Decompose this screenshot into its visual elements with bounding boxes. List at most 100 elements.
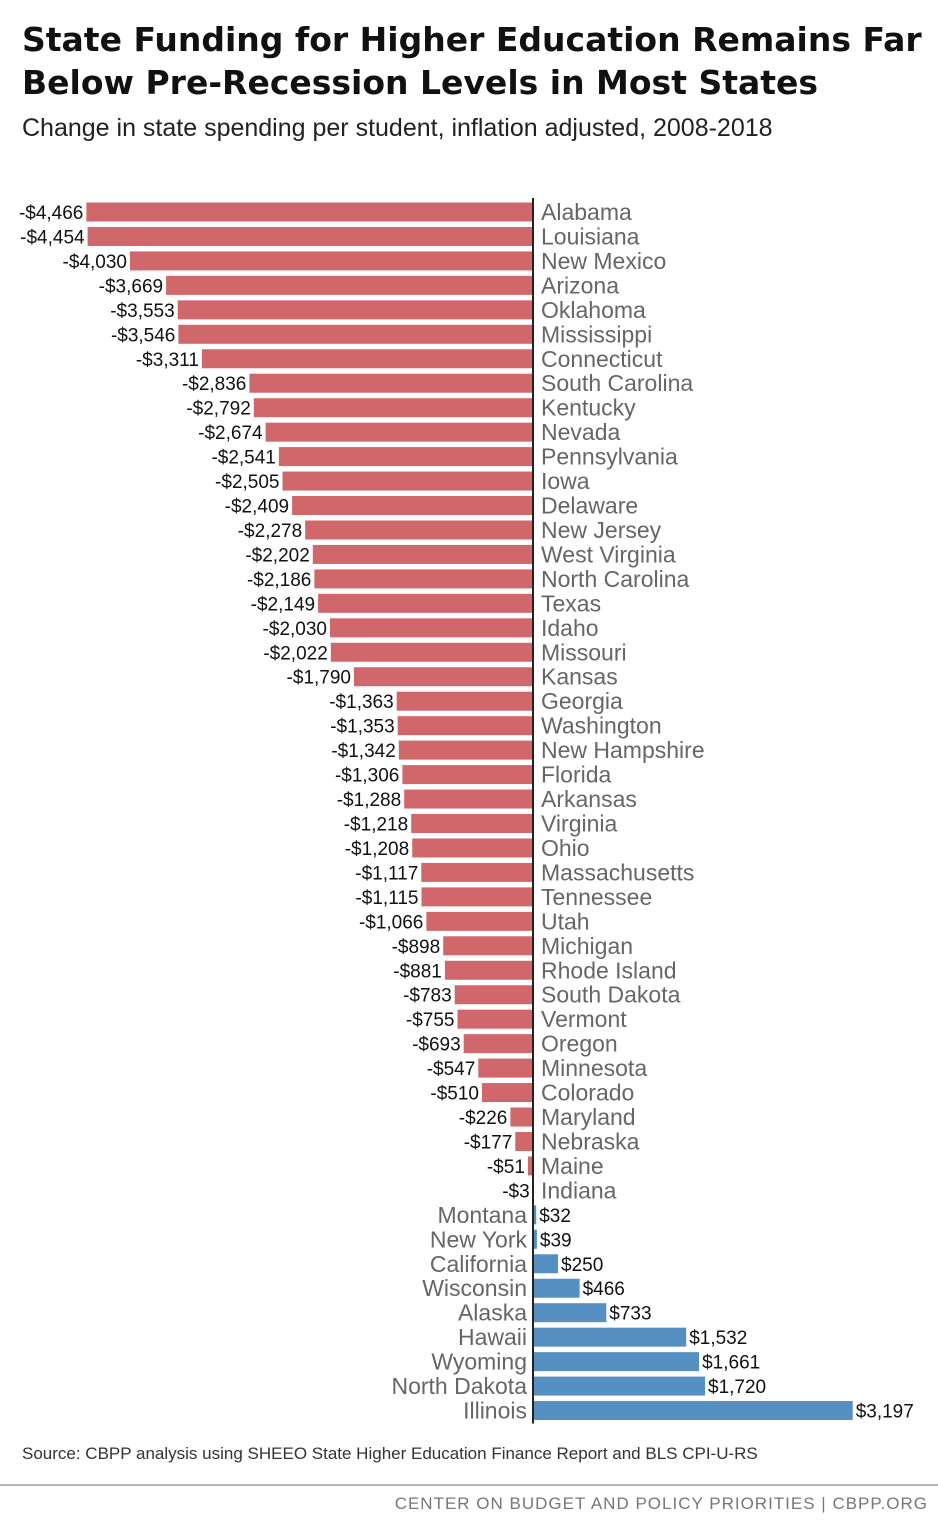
value-label: -$2,836 bbox=[182, 374, 246, 395]
bar-colorado bbox=[482, 1083, 533, 1103]
state-label: Massachusetts bbox=[541, 859, 694, 885]
state-label: Texas bbox=[541, 590, 601, 616]
bar-maryland bbox=[510, 1107, 533, 1127]
bar-maine bbox=[527, 1156, 533, 1176]
bar-virginia bbox=[411, 814, 533, 833]
state-label: Pennsylvania bbox=[541, 444, 678, 470]
value-label: $1,720 bbox=[708, 1377, 766, 1398]
value-label: -$2,674 bbox=[198, 423, 263, 444]
state-label: Minnesota bbox=[541, 1055, 647, 1081]
value-label: -$510 bbox=[430, 1084, 479, 1105]
bar-hawaii bbox=[533, 1327, 687, 1347]
state-label: Alabama bbox=[541, 199, 632, 225]
bar-mississippi bbox=[178, 324, 533, 344]
state-label: North Carolina bbox=[541, 566, 689, 592]
state-label: Vermont bbox=[541, 1006, 627, 1032]
state-label: Missouri bbox=[541, 639, 627, 665]
bar-arizona bbox=[166, 275, 533, 295]
bar-california bbox=[533, 1254, 558, 1274]
state-label: Idaho bbox=[541, 615, 599, 641]
value-label: -$2,278 bbox=[238, 521, 302, 542]
value-label: -$1,288 bbox=[337, 790, 401, 811]
value-label: -$1,208 bbox=[345, 839, 409, 860]
bar-louisiana bbox=[87, 226, 533, 246]
state-label: Delaware bbox=[541, 493, 638, 519]
value-label: -$3,553 bbox=[110, 301, 174, 322]
bar-montana bbox=[533, 1205, 537, 1225]
bar-wisconsin bbox=[533, 1278, 580, 1298]
value-label: -$226 bbox=[459, 1108, 508, 1129]
bar-idaho bbox=[330, 618, 533, 638]
value-label: -$2,409 bbox=[225, 497, 289, 518]
bar-delaware bbox=[292, 496, 533, 516]
bar-chart: -$4,466 Alabama -$4,454 Louisiana -$4,030 New… bbox=[19, 198, 914, 1424]
state-label: Arkansas bbox=[541, 786, 637, 812]
source-note: Source: CBPP analysis using SHEEO State … bbox=[22, 1444, 758, 1463]
state-label: Hawaii bbox=[458, 1324, 527, 1350]
state-label: New York bbox=[430, 1226, 528, 1252]
footer-divider bbox=[0, 1484, 938, 1486]
value-label: -$1,342 bbox=[331, 741, 395, 762]
state-label: Illinois bbox=[463, 1398, 527, 1424]
value-label: $1,661 bbox=[702, 1353, 760, 1374]
bar-florida bbox=[402, 765, 533, 785]
bar-ohio bbox=[412, 838, 533, 858]
state-label: Maine bbox=[541, 1153, 604, 1179]
value-label: -$1,115 bbox=[355, 888, 418, 909]
value-label: -$1,066 bbox=[359, 912, 423, 933]
state-label: Wyoming bbox=[431, 1349, 527, 1375]
state-label: Florida bbox=[541, 762, 612, 788]
bar-north-carolina bbox=[314, 569, 533, 589]
bar-alaska bbox=[533, 1303, 607, 1323]
value-label: -$898 bbox=[392, 937, 441, 958]
bar-kentucky bbox=[253, 398, 534, 418]
state-label: Ohio bbox=[541, 835, 590, 861]
state-label: Montana bbox=[437, 1202, 527, 1228]
state-label: Louisiana bbox=[541, 223, 640, 249]
value-label: -$1,306 bbox=[335, 766, 399, 787]
bar-nebraska bbox=[515, 1131, 533, 1151]
value-label: -$881 bbox=[393, 961, 442, 982]
state-label: Utah bbox=[541, 908, 590, 934]
state-label: Nevada bbox=[541, 419, 620, 445]
value-label: -$1,218 bbox=[344, 815, 408, 836]
value-label: -$2,541 bbox=[211, 448, 275, 469]
bar-wyoming bbox=[533, 1352, 700, 1372]
state-label: West Virginia bbox=[541, 541, 676, 567]
value-label: -$1,353 bbox=[330, 717, 394, 738]
state-label: Michigan bbox=[541, 933, 633, 959]
bar-new-jersey bbox=[305, 520, 533, 540]
bar-west-virginia bbox=[312, 544, 533, 564]
bar-oregon bbox=[463, 1034, 533, 1054]
value-label: -$4,454 bbox=[20, 227, 85, 248]
value-label: -$783 bbox=[403, 986, 452, 1007]
bar-utah bbox=[426, 911, 533, 931]
value-label: $250 bbox=[561, 1255, 603, 1276]
value-label: -$3 bbox=[502, 1181, 529, 1202]
state-label: Washington bbox=[541, 713, 662, 739]
state-label: Maryland bbox=[541, 1104, 636, 1130]
state-label: Tennessee bbox=[541, 884, 652, 910]
state-label: New Jersey bbox=[541, 517, 662, 543]
state-label: Nebraska bbox=[541, 1128, 640, 1154]
state-label: Iowa bbox=[541, 468, 590, 494]
bar-connecticut bbox=[201, 349, 533, 369]
bar-south-dakota bbox=[454, 985, 533, 1005]
bar-new-york bbox=[533, 1229, 537, 1249]
chart-subtitle: Change in state spending per student, in… bbox=[22, 114, 773, 142]
bar-georgia bbox=[396, 691, 533, 711]
state-label: Kentucky bbox=[541, 395, 636, 421]
bar-pennsylvania bbox=[278, 447, 533, 467]
state-label: Connecticut bbox=[541, 346, 663, 372]
value-label: -$693 bbox=[412, 1035, 461, 1056]
value-label: $3,197 bbox=[856, 1402, 914, 1423]
value-label: $32 bbox=[539, 1206, 571, 1227]
state-label: Indiana bbox=[541, 1177, 617, 1203]
state-label: New Mexico bbox=[541, 248, 666, 274]
bar-missouri bbox=[330, 642, 533, 662]
value-label: $466 bbox=[583, 1279, 625, 1300]
bar-nevada bbox=[265, 422, 533, 442]
state-label: Oregon bbox=[541, 1031, 618, 1057]
bar-washington bbox=[397, 716, 533, 736]
value-label: -$2,186 bbox=[247, 570, 311, 591]
